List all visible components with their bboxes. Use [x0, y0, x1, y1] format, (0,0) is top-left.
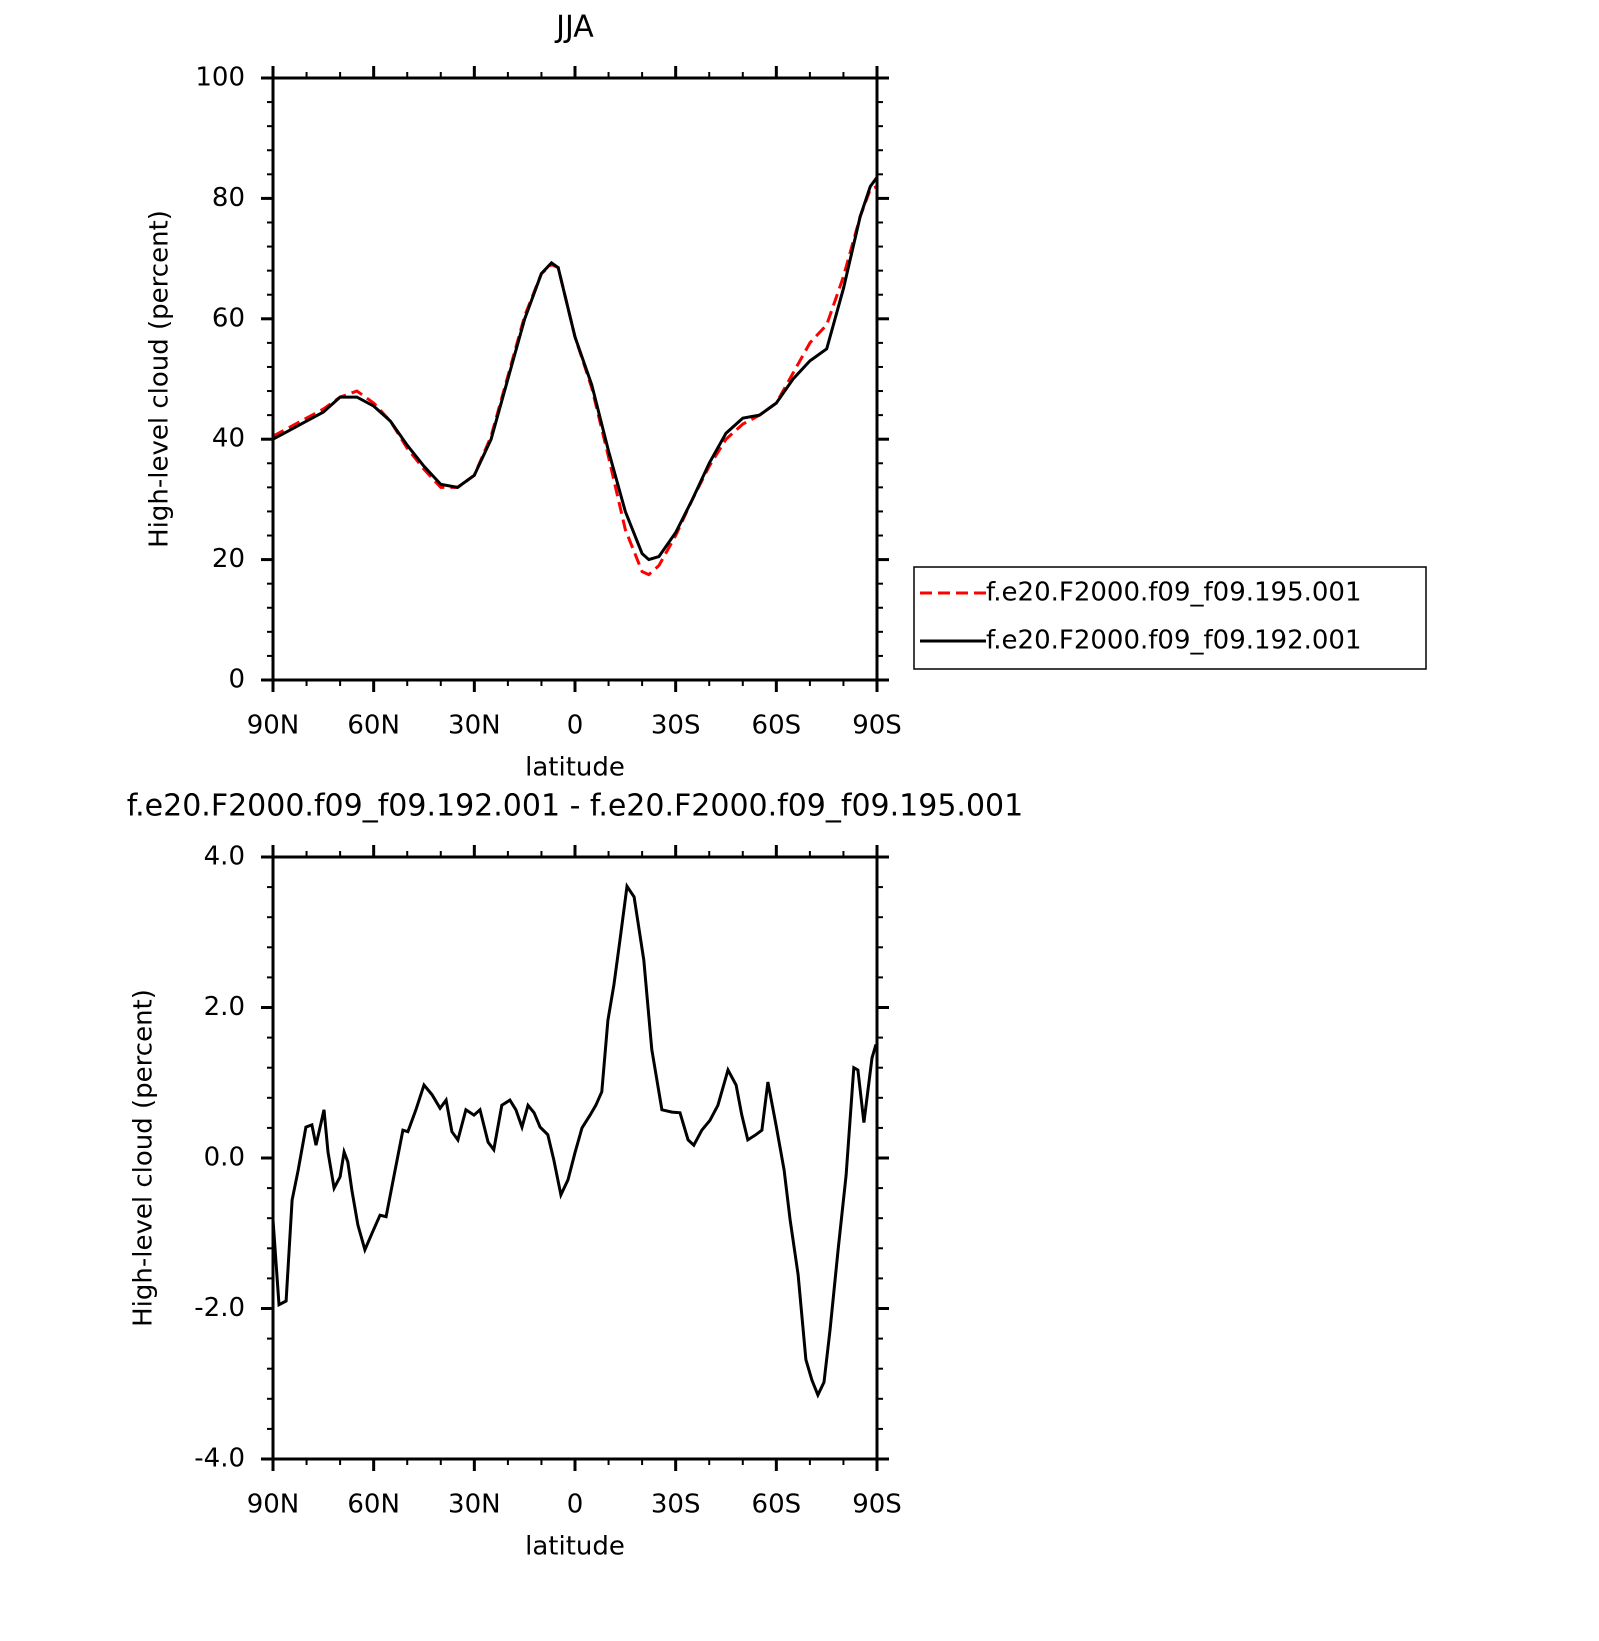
chart-title: JJA — [554, 10, 594, 45]
y-axis-label: High-level cloud (percent) — [145, 210, 175, 548]
y-tick-label: 2.0 — [204, 992, 245, 1022]
plot-frame — [271, 855, 879, 1461]
y-tick-label: -4.0 — [194, 1444, 245, 1474]
y-tick-label: 4.0 — [204, 842, 245, 872]
y-tick-label: 20 — [212, 544, 245, 574]
y-tick-label: 40 — [212, 424, 245, 454]
x-tick-label: 90S — [852, 1490, 902, 1520]
x-tick-label: 60S — [752, 711, 802, 741]
legend-label: f.e20.F2000.f09_f09.195.001 — [986, 578, 1362, 608]
y-tick-label: 60 — [212, 303, 245, 333]
series-line — [272, 176, 879, 562]
x-tick-label: 0 — [567, 1490, 584, 1520]
x-tick-label: 30N — [448, 1490, 501, 1520]
x-tick-label: 30N — [448, 711, 501, 741]
chart-title: f.e20.F2000.f09_f09.192.001 - f.e20.F200… — [127, 789, 1023, 824]
plot-frame — [271, 76, 879, 682]
y-axis-label: High-level cloud (percent) — [129, 989, 159, 1327]
x-tick-label: 30S — [651, 1490, 701, 1520]
legend-label: f.e20.F2000.f09_f09.192.001 — [986, 626, 1362, 656]
x-axis-label: latitude — [525, 753, 625, 783]
x-tick-label: 90N — [247, 1490, 300, 1520]
y-tick-label: 100 — [195, 63, 245, 93]
x-axis-label: latitude — [525, 1532, 625, 1562]
x-tick-label: 90S — [852, 711, 902, 741]
x-tick-label: 60N — [347, 711, 400, 741]
x-tick-label: 30S — [651, 711, 701, 741]
series-line — [271, 882, 878, 1399]
y-tick-label: -2.0 — [194, 1293, 245, 1323]
y-tick-label: 0 — [228, 665, 245, 695]
x-tick-label: 90N — [247, 711, 300, 741]
legend-box — [913, 566, 1427, 670]
x-tick-label: 0 — [567, 711, 584, 741]
y-tick-label: 0.0 — [204, 1143, 245, 1173]
x-tick-label: 60N — [347, 1490, 400, 1520]
series-line — [272, 185, 878, 577]
x-tick-label: 60S — [752, 1490, 802, 1520]
y-tick-label: 80 — [212, 183, 245, 213]
